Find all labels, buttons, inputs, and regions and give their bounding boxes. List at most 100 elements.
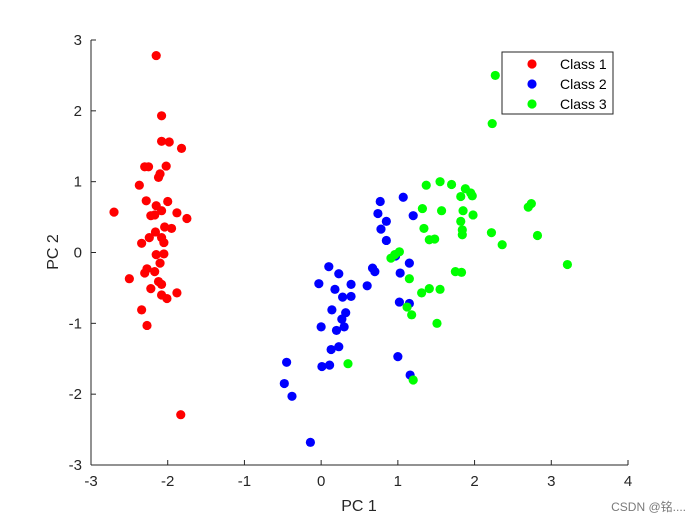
data-point [163, 196, 173, 207]
x-tick-label: 1 [394, 473, 402, 490]
x-tick-label: 0 [317, 473, 325, 490]
legend-label: Class 3 [560, 96, 607, 112]
data-point [156, 111, 167, 121]
legend-marker [527, 79, 537, 89]
watermark: CSDN @铭.... [611, 500, 686, 514]
data-point [419, 223, 429, 234]
y-tick-label: -2 [69, 386, 82, 403]
legend-box [501, 51, 614, 115]
x-axis-title: PC 1 [341, 498, 377, 515]
data-point [137, 238, 147, 248]
legend-marker [527, 99, 537, 109]
data-point [373, 208, 383, 219]
x-tick-label: -2 [161, 473, 174, 490]
data-point [404, 274, 414, 284]
data-point [182, 213, 192, 224]
data-points [109, 50, 572, 447]
data-point [430, 234, 440, 244]
data-point [395, 268, 405, 278]
data-point [151, 250, 161, 260]
data-point [421, 180, 431, 190]
y-tick-label: 2 [74, 103, 82, 120]
data-point [150, 267, 160, 277]
legend-label: Class 1 [560, 56, 607, 72]
data-point [156, 136, 167, 146]
y-tick-label: 3 [74, 32, 82, 49]
series-3 [343, 70, 572, 385]
data-point [532, 230, 543, 241]
data-point [393, 352, 403, 362]
data-point [398, 192, 408, 202]
data-point [386, 253, 396, 263]
data-point [424, 284, 434, 294]
data-point [176, 143, 187, 153]
data-point [140, 162, 150, 172]
data-point [417, 288, 427, 298]
y-tick-label: -1 [69, 315, 82, 332]
data-point [562, 259, 572, 270]
data-point [331, 325, 342, 336]
data-point [141, 196, 151, 206]
data-point [467, 191, 477, 201]
data-point [159, 237, 169, 248]
legend-marker [527, 59, 537, 69]
data-point [376, 224, 386, 234]
data-point [287, 391, 297, 401]
data-point [316, 322, 326, 332]
data-point [362, 281, 372, 291]
data-point [137, 305, 147, 315]
x-tick-label: -1 [238, 473, 251, 490]
data-point [144, 233, 154, 243]
x-tick-label: -3 [84, 473, 97, 490]
data-point [458, 206, 468, 216]
y-axis-title: PC 2 [45, 234, 62, 270]
data-point [435, 177, 445, 187]
data-point [375, 196, 385, 207]
data-point [146, 211, 156, 221]
data-point [417, 203, 428, 214]
data-point [156, 206, 167, 216]
data-point [314, 279, 324, 289]
data-point [394, 297, 404, 307]
data-point [446, 179, 457, 190]
data-point [346, 279, 356, 289]
data-point [159, 249, 169, 259]
data-point [279, 378, 289, 389]
data-point [282, 357, 292, 367]
data-point [408, 211, 418, 221]
data-point [153, 172, 164, 183]
x-tick-label: 4 [624, 473, 632, 490]
data-point [172, 208, 182, 218]
data-point [456, 216, 466, 226]
data-point [402, 302, 412, 312]
series-1 [109, 50, 192, 420]
data-point [432, 318, 442, 328]
data-point [486, 228, 497, 238]
data-point [339, 322, 349, 332]
legend: Class 1 Class 2 Class 3 [501, 51, 614, 115]
data-point [435, 284, 445, 294]
data-point [166, 223, 177, 234]
data-point [151, 50, 161, 61]
data-point [381, 216, 391, 226]
data-point [526, 199, 536, 209]
data-point [327, 305, 337, 315]
data-point [160, 222, 170, 232]
data-point [150, 227, 161, 237]
data-point [330, 284, 340, 294]
data-point [334, 269, 344, 279]
data-point [156, 279, 167, 289]
data-point [490, 70, 500, 81]
legend-label: Class 2 [560, 76, 607, 92]
data-point [142, 320, 152, 331]
y-tick-label: -3 [69, 457, 82, 474]
x-tick-label: 3 [547, 473, 555, 490]
data-point [305, 437, 316, 447]
data-point [134, 180, 144, 190]
data-point [337, 314, 347, 324]
data-point [324, 360, 335, 370]
data-point [468, 210, 478, 220]
data-point [408, 375, 418, 385]
data-point [457, 230, 467, 240]
